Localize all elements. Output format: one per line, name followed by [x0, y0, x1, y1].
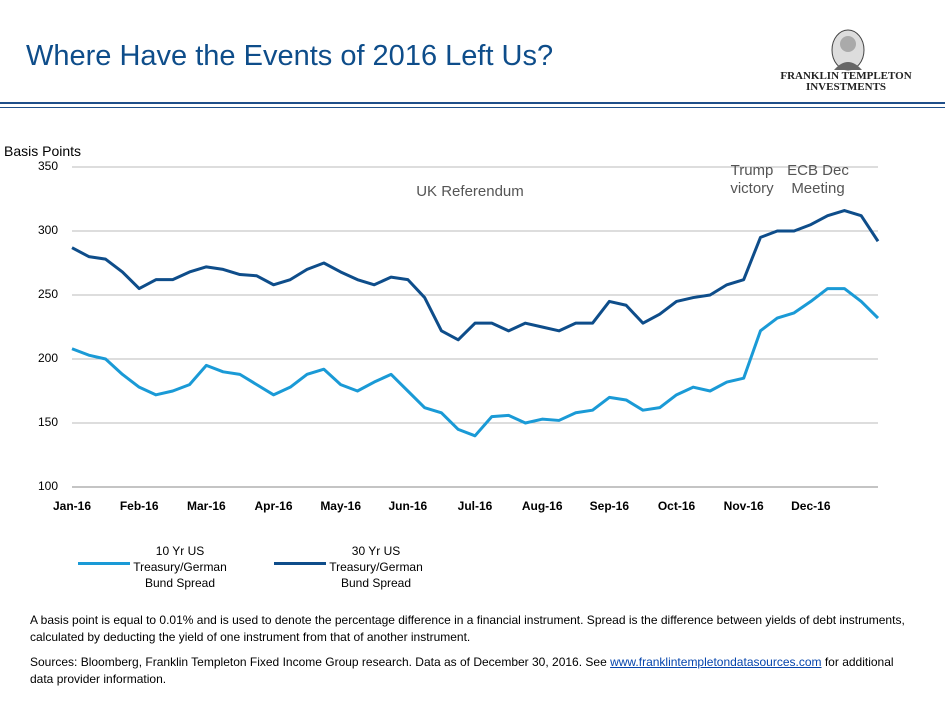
- y-tick-label: 300: [38, 223, 58, 237]
- x-tick-label: May-16: [320, 499, 361, 513]
- separator: [0, 102, 945, 104]
- separator: [0, 107, 945, 108]
- y-tick-label: 200: [38, 351, 58, 365]
- footnote: Sources: Bloomberg, Franklin Templeton F…: [30, 654, 920, 688]
- annotation: Trump victory: [730, 162, 774, 197]
- chart: 100 150 200 250 300 350 Jan-16 Feb-16 Mar-16 Apr-…: [38, 159, 880, 513]
- logo-icon: [831, 29, 865, 71]
- x-tick-label: Aug-16: [522, 499, 563, 513]
- line-series: [71, 287, 880, 438]
- legend-swatch: [274, 562, 326, 565]
- x-tick-label: Apr-16: [254, 499, 292, 513]
- x-tick-label: Jul-16: [458, 499, 493, 513]
- x-tick-label: Mar-16: [187, 499, 226, 513]
- x-tick-label: Oct-16: [658, 499, 696, 513]
- footnote: A basis point is equal to 0.01% and is u…: [30, 613, 905, 644]
- x-tick-label: Jun-16: [388, 499, 427, 513]
- y-tick-label: 150: [38, 415, 58, 429]
- logo-text: FRANKLIN TEMPLETON: [780, 70, 912, 82]
- y-axis-label: Basis Points: [4, 143, 82, 159]
- legend-label: 30 Yr US Treasury/German Bund Spread: [329, 544, 423, 590]
- annotation: UK Referendum: [416, 183, 524, 200]
- logo-text: INVESTMENTS: [805, 81, 887, 93]
- x-tick-label: Dec-16: [791, 499, 831, 513]
- link[interactable]: www.franklintempletondatasources.com: [610, 655, 822, 669]
- legend-label: 10 Yr US Treasury/German Bund Spread: [133, 544, 227, 590]
- y-tick-label: 250: [38, 287, 58, 301]
- x-tick-label: Nov-16: [724, 499, 764, 513]
- y-tick-label: 100: [38, 479, 58, 493]
- legend-swatch: [78, 562, 130, 565]
- x-tick-label: Jan-16: [53, 499, 91, 513]
- y-tick-label: 350: [38, 159, 58, 173]
- x-tick-label: Sep-16: [590, 499, 630, 513]
- sources: Sources: Bloomberg, Franklin Templeton F…: [30, 655, 611, 669]
- title: Where Have the Events of 2016 Left Us?: [26, 40, 554, 72]
- annotation: ECB Dec Meeting: [787, 162, 849, 197]
- sources: for additional data provider information…: [30, 655, 894, 686]
- line-series: [71, 209, 880, 342]
- x-tick-label: Feb-16: [120, 499, 159, 513]
